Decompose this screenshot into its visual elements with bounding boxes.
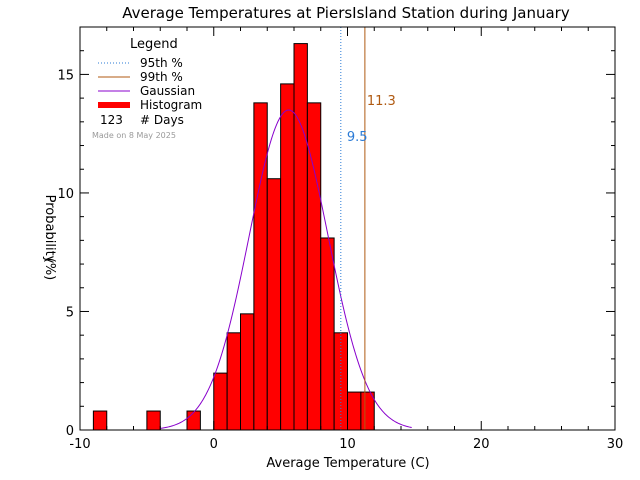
histogram-bar xyxy=(213,372,228,431)
histogram-bar xyxy=(360,391,375,431)
legend-99th-label: 99th % xyxy=(140,70,183,84)
legend-days-count: 123 xyxy=(100,113,123,127)
histogram-bar xyxy=(280,83,295,431)
x-tick-label: 10 xyxy=(339,437,356,452)
gaussian-curve xyxy=(160,109,412,429)
percentile-99-label: 11.3 xyxy=(367,94,396,109)
y-tick-label: 15 xyxy=(57,68,74,83)
x-tick-label: 20 xyxy=(473,437,490,452)
y-tick-label: 0 xyxy=(66,424,74,439)
legend-histogram-label: Histogram xyxy=(140,98,202,112)
x-tick-label: 30 xyxy=(607,437,624,452)
y-tick-label: 5 xyxy=(66,305,74,320)
y-axis-unit: (%) xyxy=(42,258,57,281)
histogram-bar xyxy=(186,410,201,431)
legend-title: Legend xyxy=(130,37,178,52)
legend: Legend 95th % 99th % Gaussian Histogram … xyxy=(92,37,202,140)
histogram-bar xyxy=(226,332,241,431)
chart-title: Average Temperatures at PiersIsland Stat… xyxy=(122,4,570,22)
x-tick-label: 0 xyxy=(210,437,218,452)
histogram-bar xyxy=(240,313,255,431)
x-axis-label: Average Temperature (C) xyxy=(266,456,429,471)
histogram-bar xyxy=(293,43,308,431)
made-on-note: Made on 8 May 2025 xyxy=(92,131,176,140)
histogram-bar xyxy=(266,178,282,431)
histogram-bar xyxy=(253,102,268,431)
histogram-bar xyxy=(146,410,161,431)
y-tick-label: 10 xyxy=(57,187,74,202)
histogram-bar xyxy=(347,391,362,431)
y-axis-label: Probability xyxy=(42,195,57,264)
percentile-95-label: 9.5 xyxy=(347,130,368,145)
legend-95th-label: 95th % xyxy=(140,56,183,70)
x-tick-label: -10 xyxy=(69,437,90,452)
legend-days-label: # Days xyxy=(140,113,184,127)
legend-gaussian-label: Gaussian xyxy=(140,84,195,98)
histogram-bar xyxy=(320,237,335,431)
histogram-bar xyxy=(92,410,108,431)
plot-area: 9.5 11.3 xyxy=(92,27,412,431)
